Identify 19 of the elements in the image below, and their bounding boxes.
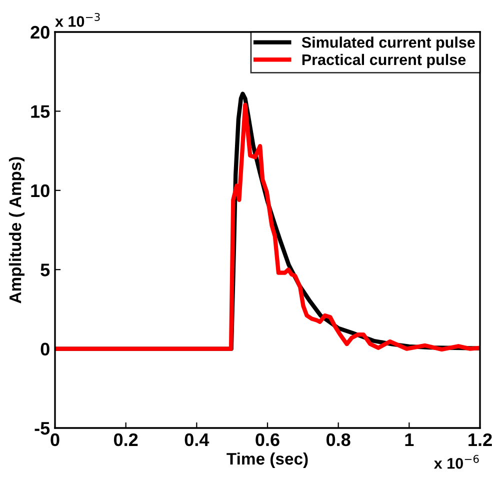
legend-label: Practical current pulse: [302, 54, 466, 68]
y-tick-label: -5: [34, 422, 50, 435]
x-tick-label: 1.2: [468, 433, 492, 446]
x-tick-label: 0.6: [256, 433, 280, 446]
text: x 10$^{−3}$: [55, 12, 100, 27]
y-tick-label: 0: [40, 342, 50, 356]
x-tick-label: 0.8: [326, 433, 350, 446]
y-tick-label: 5: [40, 264, 50, 276]
legend-label: Simulated current pulse: [302, 36, 475, 51]
x-axis-title: Time (sec): [226, 452, 308, 468]
x-tick-label: 0.4: [184, 433, 210, 446]
text: x 10$^{−6}$: [434, 454, 479, 469]
x-tick-label: 0: [50, 433, 60, 446]
y-tick-label: 15: [31, 105, 50, 118]
x-tick-label: 1: [405, 434, 414, 446]
y-tick-label: 20: [30, 26, 50, 39]
y-tick-label: 10: [31, 184, 50, 198]
y-axis-title: Amplitude ( Amps): [8, 157, 24, 304]
x-tick-label: 0.2: [114, 433, 138, 446]
